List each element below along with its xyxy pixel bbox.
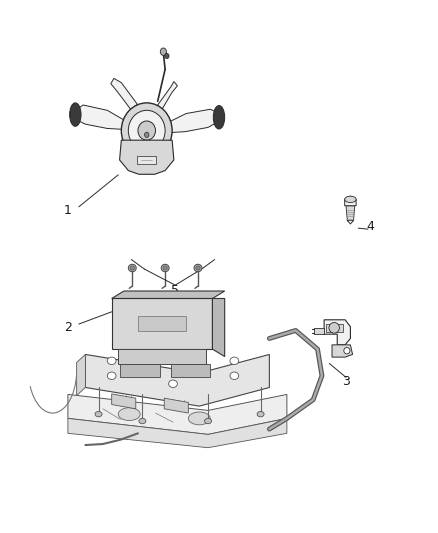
Polygon shape — [314, 328, 324, 334]
Polygon shape — [137, 156, 156, 164]
Polygon shape — [118, 349, 206, 364]
Ellipse shape — [70, 103, 81, 126]
Ellipse shape — [213, 106, 225, 129]
Polygon shape — [85, 354, 269, 406]
Polygon shape — [345, 196, 356, 206]
Polygon shape — [77, 354, 85, 395]
Ellipse shape — [95, 411, 102, 417]
Ellipse shape — [130, 266, 134, 270]
Ellipse shape — [165, 53, 169, 59]
Ellipse shape — [257, 411, 264, 417]
Polygon shape — [112, 291, 225, 298]
Ellipse shape — [139, 418, 146, 424]
Ellipse shape — [196, 266, 200, 270]
Ellipse shape — [128, 264, 136, 272]
Text: 4: 4 — [366, 220, 374, 233]
Polygon shape — [68, 394, 287, 434]
Ellipse shape — [121, 103, 172, 158]
Polygon shape — [112, 298, 212, 349]
Ellipse shape — [128, 110, 165, 151]
Ellipse shape — [161, 264, 169, 272]
Polygon shape — [332, 345, 353, 357]
Polygon shape — [68, 418, 287, 448]
Ellipse shape — [160, 48, 166, 55]
Ellipse shape — [138, 121, 155, 140]
Ellipse shape — [230, 372, 239, 379]
Ellipse shape — [188, 412, 210, 425]
Polygon shape — [164, 398, 188, 413]
Text: 1: 1 — [64, 204, 72, 217]
Text: 2: 2 — [64, 321, 72, 334]
Polygon shape — [120, 364, 160, 377]
Ellipse shape — [329, 322, 339, 333]
Polygon shape — [77, 105, 126, 130]
Polygon shape — [112, 394, 136, 409]
Polygon shape — [168, 109, 218, 133]
Ellipse shape — [205, 418, 212, 424]
Polygon shape — [346, 206, 355, 221]
Ellipse shape — [107, 357, 116, 365]
Polygon shape — [212, 298, 225, 357]
Polygon shape — [324, 320, 350, 345]
Text: 3: 3 — [342, 375, 350, 387]
Ellipse shape — [107, 372, 116, 379]
Ellipse shape — [118, 408, 140, 421]
Ellipse shape — [169, 380, 177, 387]
Polygon shape — [326, 324, 343, 332]
Ellipse shape — [194, 264, 202, 272]
Text: 5: 5 — [171, 284, 179, 297]
Ellipse shape — [344, 348, 350, 354]
Ellipse shape — [230, 357, 239, 365]
Ellipse shape — [145, 132, 149, 138]
Ellipse shape — [163, 266, 167, 270]
Polygon shape — [158, 82, 177, 111]
Ellipse shape — [345, 196, 356, 203]
Polygon shape — [171, 364, 210, 377]
Polygon shape — [138, 316, 186, 332]
Polygon shape — [111, 78, 137, 112]
Polygon shape — [120, 140, 174, 174]
